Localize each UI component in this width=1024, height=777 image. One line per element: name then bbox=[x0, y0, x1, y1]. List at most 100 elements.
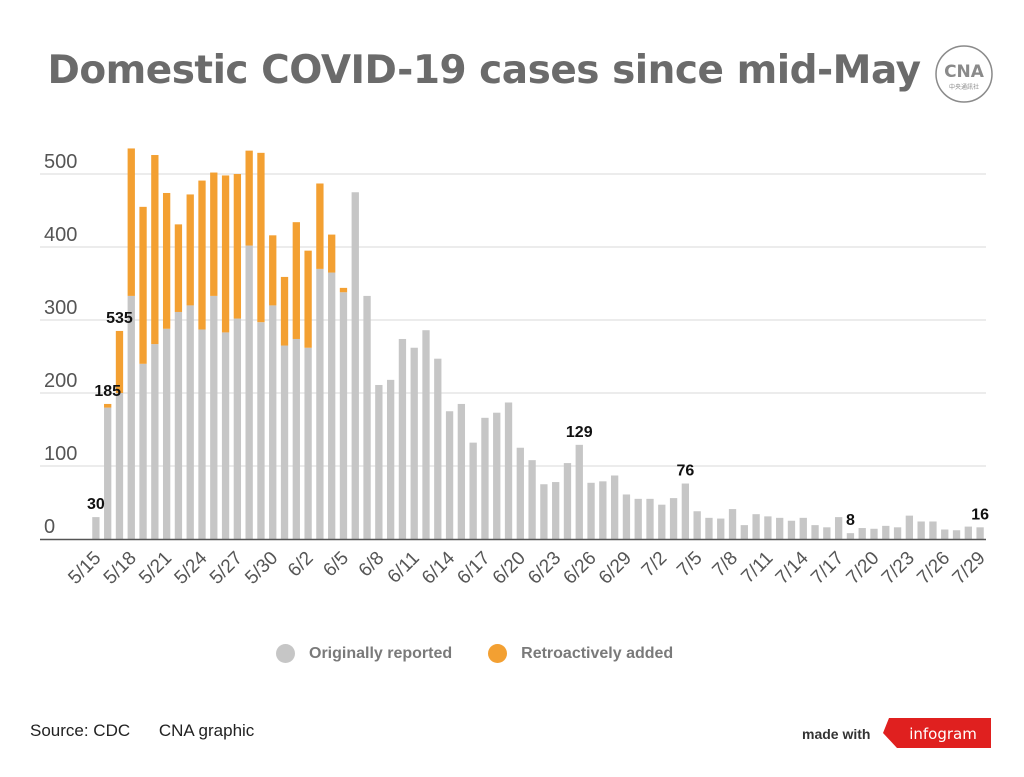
x-tick-label: 7/14 bbox=[772, 547, 813, 588]
bar-retro bbox=[198, 180, 206, 330]
bar-original bbox=[162, 328, 171, 539]
x-tick-label: 5/27 bbox=[206, 548, 247, 589]
bar-original bbox=[811, 525, 819, 539]
x-tick-label: 5/24 bbox=[171, 547, 212, 588]
x-tick-label: 5/21 bbox=[135, 548, 176, 589]
bar-retro bbox=[151, 155, 159, 345]
bar-original bbox=[552, 482, 560, 539]
bar-original bbox=[740, 525, 748, 539]
x-tick-label: 7/5 bbox=[673, 548, 707, 582]
bar-original bbox=[186, 305, 194, 539]
x-tick-label: 6/5 bbox=[319, 548, 353, 582]
bar-original bbox=[210, 295, 218, 539]
legend-label-retro: Retroactively added bbox=[521, 644, 674, 662]
x-tick-label: 7/17 bbox=[807, 548, 848, 589]
bar-original bbox=[563, 463, 572, 539]
x-tick-label: 7/2 bbox=[638, 548, 672, 582]
bar-original bbox=[198, 329, 206, 539]
x-tick-label: 6/26 bbox=[560, 548, 601, 589]
bar-original bbox=[410, 347, 418, 539]
bar-original bbox=[964, 526, 972, 539]
bar-original bbox=[622, 494, 631, 539]
x-tick-label: 7/20 bbox=[843, 548, 884, 589]
data-label: 8 bbox=[846, 512, 855, 529]
bar-original bbox=[127, 295, 135, 539]
bar-original bbox=[646, 498, 654, 539]
bar-retro bbox=[233, 174, 242, 319]
data-label: 535 bbox=[106, 310, 133, 327]
y-tick-label: 300 bbox=[44, 297, 77, 319]
logo-letters: CNA bbox=[944, 62, 985, 82]
credit-text: CNA graphic bbox=[158, 721, 255, 740]
bar-original bbox=[858, 528, 866, 539]
x-tick-label: 7/8 bbox=[709, 548, 743, 582]
bar-original bbox=[445, 411, 454, 539]
bar-retro bbox=[104, 403, 112, 408]
bar-original bbox=[398, 338, 407, 539]
bar-retro bbox=[328, 234, 336, 273]
bar-original bbox=[363, 295, 371, 539]
source-text: Source: CDC bbox=[30, 721, 131, 740]
bar-original bbox=[92, 517, 100, 539]
legend-swatch-retro bbox=[488, 644, 508, 663]
bar-retro bbox=[186, 194, 194, 306]
bar-original bbox=[870, 528, 878, 539]
bar-original bbox=[846, 533, 855, 539]
bar-original bbox=[233, 318, 242, 539]
logo-subtitle: 中央通訊社 bbox=[949, 83, 979, 91]
x-tick-label: 5/30 bbox=[241, 548, 282, 589]
bar-original bbox=[917, 521, 925, 539]
x-tick-label: 6/17 bbox=[453, 548, 494, 589]
y-tick-label: 400 bbox=[44, 224, 77, 246]
y-tick-label: 0 bbox=[44, 516, 55, 538]
made-with-text: made with bbox=[802, 726, 871, 742]
y-tick-label: 200 bbox=[44, 370, 77, 392]
bar-original bbox=[292, 338, 300, 539]
y-tick-label: 500 bbox=[44, 151, 77, 173]
x-tick-label: 5/18 bbox=[100, 548, 141, 589]
bar-original bbox=[422, 330, 430, 539]
x-tick-label: 6/11 bbox=[384, 548, 424, 588]
bar-original bbox=[705, 517, 713, 539]
bar-original bbox=[599, 481, 607, 539]
bar-original bbox=[245, 245, 253, 540]
bar-original bbox=[787, 520, 796, 539]
bar-original bbox=[669, 498, 678, 539]
bar-retro bbox=[339, 287, 348, 293]
bar-original bbox=[681, 483, 690, 539]
source-line: Source: CDC CNA graphic bbox=[30, 721, 278, 741]
cna-logo: CNA 中央通訊社 bbox=[935, 45, 993, 103]
bar-original bbox=[693, 511, 701, 539]
bar-original bbox=[834, 517, 843, 539]
bar-original bbox=[174, 311, 183, 539]
x-tick-label: 6/29 bbox=[595, 548, 636, 589]
legend: Originally reported Retroactively added bbox=[276, 644, 709, 663]
data-label: 16 bbox=[971, 506, 989, 523]
bar-original bbox=[717, 518, 725, 539]
bar-original bbox=[493, 412, 501, 539]
x-tick-label: 7/26 bbox=[913, 548, 954, 589]
infogram-badge[interactable]: infogram bbox=[883, 718, 991, 748]
bar-original bbox=[139, 363, 147, 539]
bar-original bbox=[764, 516, 772, 539]
bar-original bbox=[434, 358, 442, 539]
infogram-brand: infogram bbox=[909, 725, 977, 743]
bar-original bbox=[257, 322, 265, 539]
bar-original bbox=[893, 527, 902, 539]
bar-original bbox=[728, 509, 737, 539]
data-label: 30 bbox=[87, 496, 105, 513]
bar-original bbox=[151, 344, 159, 539]
x-tick-label: 7/29 bbox=[949, 548, 990, 589]
bar-original bbox=[516, 447, 524, 539]
bar-original bbox=[115, 393, 124, 539]
bar-original bbox=[976, 527, 984, 539]
bar-original bbox=[929, 521, 937, 539]
bar-original bbox=[304, 347, 312, 539]
bar-original bbox=[457, 403, 466, 539]
bar-original bbox=[823, 527, 831, 539]
x-tick-label: 6/23 bbox=[524, 548, 565, 589]
legend-swatch-original bbox=[276, 644, 295, 663]
bar-original bbox=[375, 384, 383, 539]
bar-retro bbox=[127, 148, 135, 296]
bar-original bbox=[328, 272, 336, 539]
